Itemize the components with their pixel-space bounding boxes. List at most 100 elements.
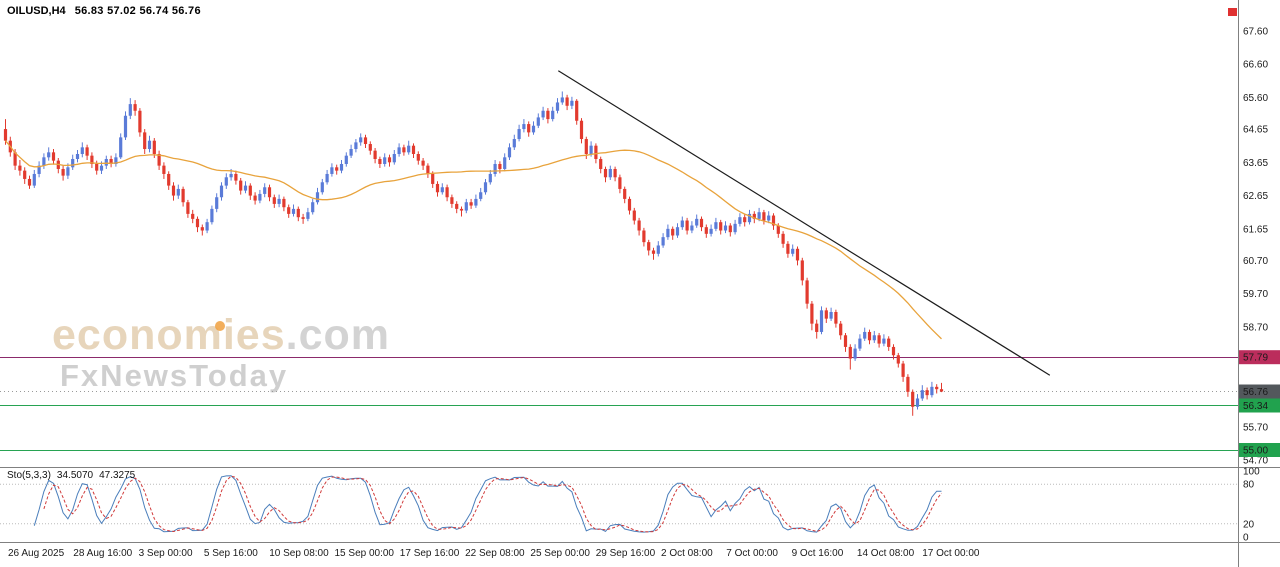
candle-body (27, 178, 32, 186)
date-label: 3 Sep 00:00 (139, 548, 193, 559)
candle-body (714, 222, 718, 229)
candle-body (272, 197, 276, 204)
candle-body (488, 173, 492, 183)
candle-body (469, 202, 473, 206)
candle-body (757, 212, 761, 219)
candle-body (507, 147, 512, 158)
candle-body (435, 183, 440, 193)
candle-body (930, 386, 934, 396)
candle-body (738, 217, 742, 224)
candle-body (330, 167, 334, 174)
candle-body (776, 225, 780, 234)
candle-body (301, 217, 305, 219)
candle-body (234, 173, 238, 181)
date-label: 15 Sep 00:00 (335, 548, 395, 559)
candle-body (579, 120, 584, 140)
candle-body (901, 363, 905, 377)
candle-body (791, 248, 795, 254)
candle-body (896, 355, 900, 364)
candle-body (147, 140, 152, 150)
candle-body (551, 110, 555, 120)
candle-body (287, 207, 291, 214)
price-axis[interactable]: 67.60 66.60 65.60 64.65 63.65 62.65 61.65 60.70… (1239, 26, 1280, 467)
candle-body (656, 245, 660, 254)
price-tick-label: 59.70 (1243, 289, 1268, 300)
date-label: 9 Oct 16:00 (792, 548, 844, 559)
candle-body (781, 233, 785, 244)
candle-body (258, 193, 262, 201)
candle-body (536, 117, 540, 126)
candle-body (555, 102, 560, 111)
candle-body (37, 165, 41, 174)
candle-body (815, 323, 819, 332)
candle-body (479, 192, 483, 199)
candle-body (339, 163, 344, 171)
candle-body (891, 346, 896, 356)
candle-body (733, 223, 737, 233)
stochastic-panel: 100 80 20 0 (0, 467, 1260, 544)
candle-body (767, 215, 771, 221)
candle-body (157, 154, 161, 166)
candle-body (795, 248, 800, 261)
candle-body (675, 227, 680, 236)
candle-body (167, 173, 171, 186)
candle-body (335, 167, 339, 171)
symbol-ohlc-readout: OILUSD,H4 56.83 57.02 56.74 56.76 (7, 5, 201, 17)
candle-body (671, 228, 675, 236)
candle-body (176, 188, 180, 196)
candle-body (320, 182, 324, 193)
candle-body (498, 163, 502, 169)
level-lines-layer[interactable] (0, 357, 1238, 451)
candle-body (603, 168, 608, 178)
candle-body (762, 212, 766, 221)
candle-body (47, 152, 51, 158)
candle-body (23, 170, 27, 179)
sto-axis-label: 0 (1243, 533, 1249, 544)
candle-body (531, 125, 536, 133)
ma-line[interactable] (4, 140, 942, 340)
candle-body (824, 310, 828, 319)
candle-body (771, 215, 776, 226)
stochastic-main-value: 34.5070 (56, 470, 94, 481)
candle-body (704, 227, 708, 234)
candle-body (306, 212, 310, 219)
candle-body (503, 157, 507, 169)
candle-body (90, 155, 94, 164)
sto-axis-label: 20 (1243, 519, 1255, 530)
candle-body (210, 208, 214, 223)
candle-body (459, 208, 464, 211)
candle-body (143, 132, 147, 150)
price-tick-label: 60.70 (1243, 256, 1268, 267)
candle-body (315, 192, 320, 203)
candle-body (570, 100, 574, 106)
candle-body (834, 311, 838, 324)
candle-body (627, 198, 632, 211)
candle-body (18, 165, 22, 171)
candle-body (71, 158, 75, 168)
candle-body (392, 154, 396, 163)
candle-body (541, 110, 545, 118)
price-badge (1239, 443, 1280, 457)
date-label: 7 Oct 00:00 (726, 548, 778, 559)
candle-body (594, 145, 598, 159)
candle-body (651, 250, 656, 254)
candle-body (858, 338, 862, 349)
candle-body (291, 208, 296, 214)
candle-body (474, 198, 478, 206)
price-tick-label: 66.60 (1243, 60, 1268, 71)
time-axis[interactable]: 26 Aug 2025 28 Aug 16:00 3 Sep 00:00 5 Sep … (8, 548, 980, 559)
candle-body (349, 149, 353, 156)
candle-body (239, 180, 243, 191)
candle-body (215, 197, 219, 209)
trendline[interactable] (557, 70, 1051, 376)
candle-body (128, 104, 132, 116)
candle-body (99, 165, 104, 171)
candle-body (123, 115, 128, 138)
candle-body (493, 163, 497, 174)
sto-axis-label: 80 (1243, 480, 1255, 491)
candle-body (599, 158, 603, 169)
date-label: 17 Oct 00:00 (922, 548, 980, 559)
candle-body (483, 182, 488, 193)
